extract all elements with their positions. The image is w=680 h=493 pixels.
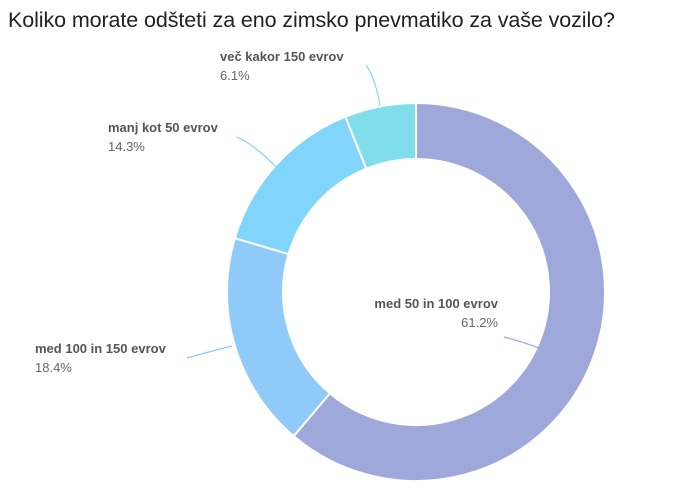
slice-label-percent: 6.1%: [220, 68, 250, 83]
slice-label-percent: 61.2%: [461, 315, 498, 330]
leader-lines: [186, 64, 540, 359]
slice-label-manj-50: manj kot 50 evrov 14.3%: [108, 118, 218, 156]
slice-label-name: manj kot 50 evrov: [108, 120, 218, 135]
donut-slices: [225, 101, 606, 482]
slice-label-name: med 100 in 150 evrov: [35, 341, 166, 356]
slice-label-vec-150: več kakor 150 evrov 6.1%: [220, 47, 344, 85]
slice-label-percent: 14.3%: [108, 139, 145, 154]
slice-label-name: med 50 in 100 evrov: [374, 296, 498, 311]
slice-label-med-100-150: med 100 in 150 evrov 18.4%: [35, 339, 166, 377]
donut-slice-med-100-in-150-evrov: [225, 236, 332, 438]
chart-title: Koliko morate odšteti za eno zimsko pnev…: [8, 8, 615, 32]
slice-label-med-50-100: med 50 in 100 evrov 61.2%: [346, 294, 498, 332]
leader-line-manj-50: [236, 136, 278, 169]
leader-line-med-100-150: [186, 345, 233, 359]
leader-line-vec-150: [365, 64, 381, 107]
donut-slice-med-50-in-100-evrov: [292, 101, 606, 482]
donut-slice-ve-kakor-150-evrov: [344, 101, 417, 170]
slice-label-name: več kakor 150 evrov: [220, 49, 344, 64]
donut-slice-manj-kot-50-evrov: [233, 115, 368, 256]
leader-line-med-50-100: [503, 336, 540, 349]
slice-label-percent: 18.4%: [35, 360, 72, 375]
